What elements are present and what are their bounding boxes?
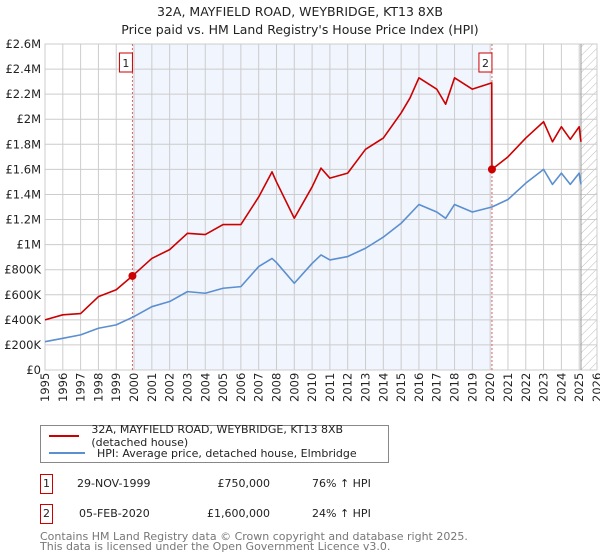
footer-licence: This data is licensed under the Open Gov…	[40, 540, 391, 553]
legend: 32A, MAYFIELD ROAD, WEYBRIDGE, KT13 8XB …	[40, 423, 389, 463]
y-tick-label: £1.6M	[5, 162, 41, 176]
x-tick-label: 1999	[109, 373, 123, 402]
x-tick-label: 2025	[572, 373, 586, 402]
transaction-date: 05-FEB-2020	[79, 507, 150, 520]
y-tick-label: £200K	[4, 338, 41, 352]
footer-copyright: Contains HM Land Registry data © Crown c…	[40, 530, 468, 543]
x-tick-label: 2013	[359, 373, 373, 402]
x-tick-label: 2007	[252, 373, 266, 402]
x-tick-label: 1995	[38, 373, 52, 402]
x-tick-label: 2008	[269, 373, 283, 402]
chart-title: 32A, MAYFIELD ROAD, WEYBRIDGE, KT13 8XB	[157, 4, 443, 19]
sale-badge	[118, 52, 133, 73]
y-tick-label: £600K	[4, 288, 41, 302]
x-tick-label: 2011	[323, 373, 337, 402]
sale-point	[487, 165, 496, 174]
transaction-price: £1,600,000	[207, 507, 270, 520]
x-tick-label: 2004	[198, 373, 212, 402]
y-tick-label: £1M	[16, 238, 41, 252]
y-tick-label: £2.6M	[5, 37, 41, 51]
transaction-date: 29-NOV-1999	[77, 477, 151, 490]
y-tick-label: £1.2M	[5, 213, 41, 227]
hpi-line	[44, 168, 582, 343]
x-tick-label: 2024	[554, 373, 568, 402]
sale-point	[128, 271, 137, 280]
legend-label: 32A, MAYFIELD ROAD, WEYBRIDGE, KT13 8XB …	[91, 423, 344, 449]
legend-item-property: 32A, MAYFIELD ROAD, WEYBRIDGE, KT13 8XB …	[49, 423, 388, 449]
chart-subtitle: Price paid vs. HM Land Registry's House …	[121, 22, 479, 37]
legend-item-hpi: HPI: Average price, detached house, Elmb…	[49, 445, 357, 461]
y-tick-label: £0	[26, 363, 41, 377]
x-tick-label: 2006	[234, 373, 248, 402]
x-tick-label: 2019	[465, 373, 479, 402]
transaction-badge: 2	[40, 504, 53, 524]
legend-swatch-red	[49, 435, 80, 437]
x-tick-label: 1998	[91, 373, 105, 402]
x-tick-label: 2012	[341, 373, 355, 402]
hatched-future-region	[580, 44, 597, 370]
y-tick-label: £400K	[4, 313, 41, 327]
x-tick-label: 2017	[430, 373, 444, 402]
price-chart: £0 £200K £400K £600K £800K £1M £1.2M £1.4M £1.6M…	[4, 37, 600, 402]
x-tick-label: 2021	[501, 373, 515, 402]
transaction-row: 1 29-NOV-1999 £750,000 76% ↑ HPI	[40, 474, 440, 496]
x-tick-label: 2015	[394, 373, 408, 402]
y-tick-label: £2M	[16, 112, 41, 126]
sale-badge	[478, 52, 493, 73]
x-tick-label: 2014	[376, 373, 390, 402]
x-tick-label: 2010	[305, 373, 319, 402]
y-tick-label: £800K	[4, 263, 41, 277]
x-tick-label: 2016	[412, 373, 426, 402]
x-tick-label: 2026	[590, 373, 600, 402]
legend-swatch-blue	[49, 452, 85, 454]
transaction-hpi: 76% ↑ HPI	[312, 477, 371, 490]
y-tick-label: £1.4M	[5, 187, 41, 201]
x-tick-label: 1996	[56, 373, 70, 402]
x-tick-label: 2023	[537, 373, 551, 402]
sale-badge-label: 1	[122, 57, 129, 70]
x-tick-label: 2003	[180, 373, 194, 402]
x-tick-label: 2001	[145, 373, 159, 402]
price-paid-line	[44, 77, 582, 321]
x-tick-label: 2018	[448, 373, 462, 402]
transaction-price: £750,000	[217, 477, 271, 490]
x-tick-label: 2002	[163, 373, 177, 402]
y-tick-label: £2.2M	[5, 87, 41, 101]
x-tick-label: 2020	[483, 373, 497, 402]
y-tick-label: £1.8M	[5, 137, 41, 151]
x-tick-label: 2000	[127, 373, 141, 402]
x-tick-label: 2022	[519, 373, 533, 402]
plot-frame	[44, 43, 598, 371]
transaction-row: 2 05-FEB-2020 £1,600,000 24% ↑ HPI	[40, 504, 440, 526]
y-tick-label: £2.4M	[5, 62, 41, 76]
transaction-badge: 1	[40, 474, 53, 494]
transaction-hpi: 24% ↑ HPI	[312, 507, 371, 520]
legend-label: HPI: Average price, detached house, Elmb…	[97, 446, 357, 460]
x-tick-label: 2005	[216, 373, 230, 402]
sale-badge-label: 2	[482, 57, 489, 70]
x-tick-label: 2009	[287, 373, 301, 402]
x-tick-label: 1997	[74, 373, 88, 402]
